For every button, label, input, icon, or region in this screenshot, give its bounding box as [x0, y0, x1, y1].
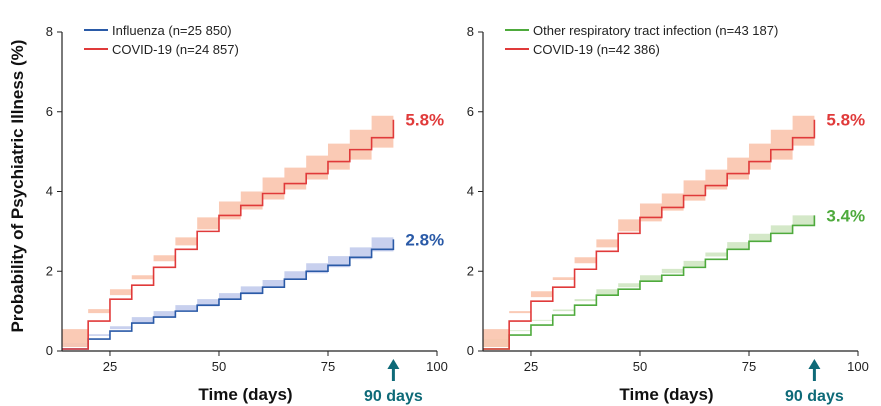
chart-2-series-2-line: [483, 119, 816, 350]
chart-1-series-2-end-label: 5.8%: [405, 111, 444, 130]
chart-2-series-2-end-label: 5.8%: [826, 111, 865, 130]
chart-2-x-tick-label: 75: [742, 359, 756, 374]
chart-2-x-tick-label: 25: [524, 359, 538, 374]
chart-1-x-tick-label: 75: [321, 359, 335, 374]
chart-2-x-tick-label: 50: [633, 359, 647, 374]
chart-2-x-axis-label: Time (days): [619, 385, 713, 404]
chart-1-y-tick-label: 0: [46, 343, 53, 358]
chart-2-y-tick-label: 0: [467, 343, 474, 358]
chart-1-x-tick-label: 50: [212, 359, 226, 374]
chart-2-legend-label-1: Other respiratory tract infection (n=43 …: [533, 23, 778, 38]
chart-1-y-tick-label: 8: [46, 24, 53, 39]
chart-2-x-tick-label: 100: [847, 359, 869, 374]
chart-1-y-tick-label: 4: [46, 184, 53, 199]
chart-1-marker-label: 90 days: [364, 388, 423, 405]
chart-1-series-1-end-label: 2.8%: [405, 230, 444, 249]
chart-1-legend-label-2: COVID-19 (n=24 857): [112, 42, 239, 57]
chart-2-series-1-end-label: 3.4%: [826, 206, 865, 225]
chart-2-series-1-line: [483, 215, 816, 350]
chart-1-x-axis-label: Time (days): [198, 385, 292, 404]
chart-2-series-1-ci-band: [483, 203, 815, 351]
chart-2-y-tick-label: 2: [467, 263, 474, 278]
chart-2-y-tick-label: 6: [467, 104, 474, 119]
chart-2-marker-label: 90 days: [785, 388, 844, 405]
y-axis-label: Probability of Psychiatric Illness (%): [8, 40, 27, 333]
chart-2-y-tick-label: 4: [467, 184, 474, 199]
chart-1-x-tick-label: 100: [426, 359, 448, 374]
chart-1-series-2-ci-band: [62, 89, 394, 351]
chart-1-legend-label-1: Influenza (n=25 850): [112, 23, 232, 38]
chart-1-y-tick-label: 2: [46, 263, 53, 278]
chart-2-series-2-ci-band: [483, 93, 815, 351]
chart-2-legend-label-2: COVID-19 (n=42 386): [533, 42, 660, 57]
chart-1-marker-arrow-head: [387, 359, 400, 369]
chart-1-series-2-line: [62, 119, 395, 350]
chart-1-series-1-ci-band: [62, 227, 394, 351]
chart-1-y-tick-label: 6: [46, 104, 53, 119]
chart-1-x-tick-label: 25: [103, 359, 117, 374]
chart-2-y-tick-label: 8: [467, 24, 474, 39]
chart-2-marker-arrow-head: [808, 359, 821, 369]
chart-1-series-1-line: [62, 239, 395, 350]
